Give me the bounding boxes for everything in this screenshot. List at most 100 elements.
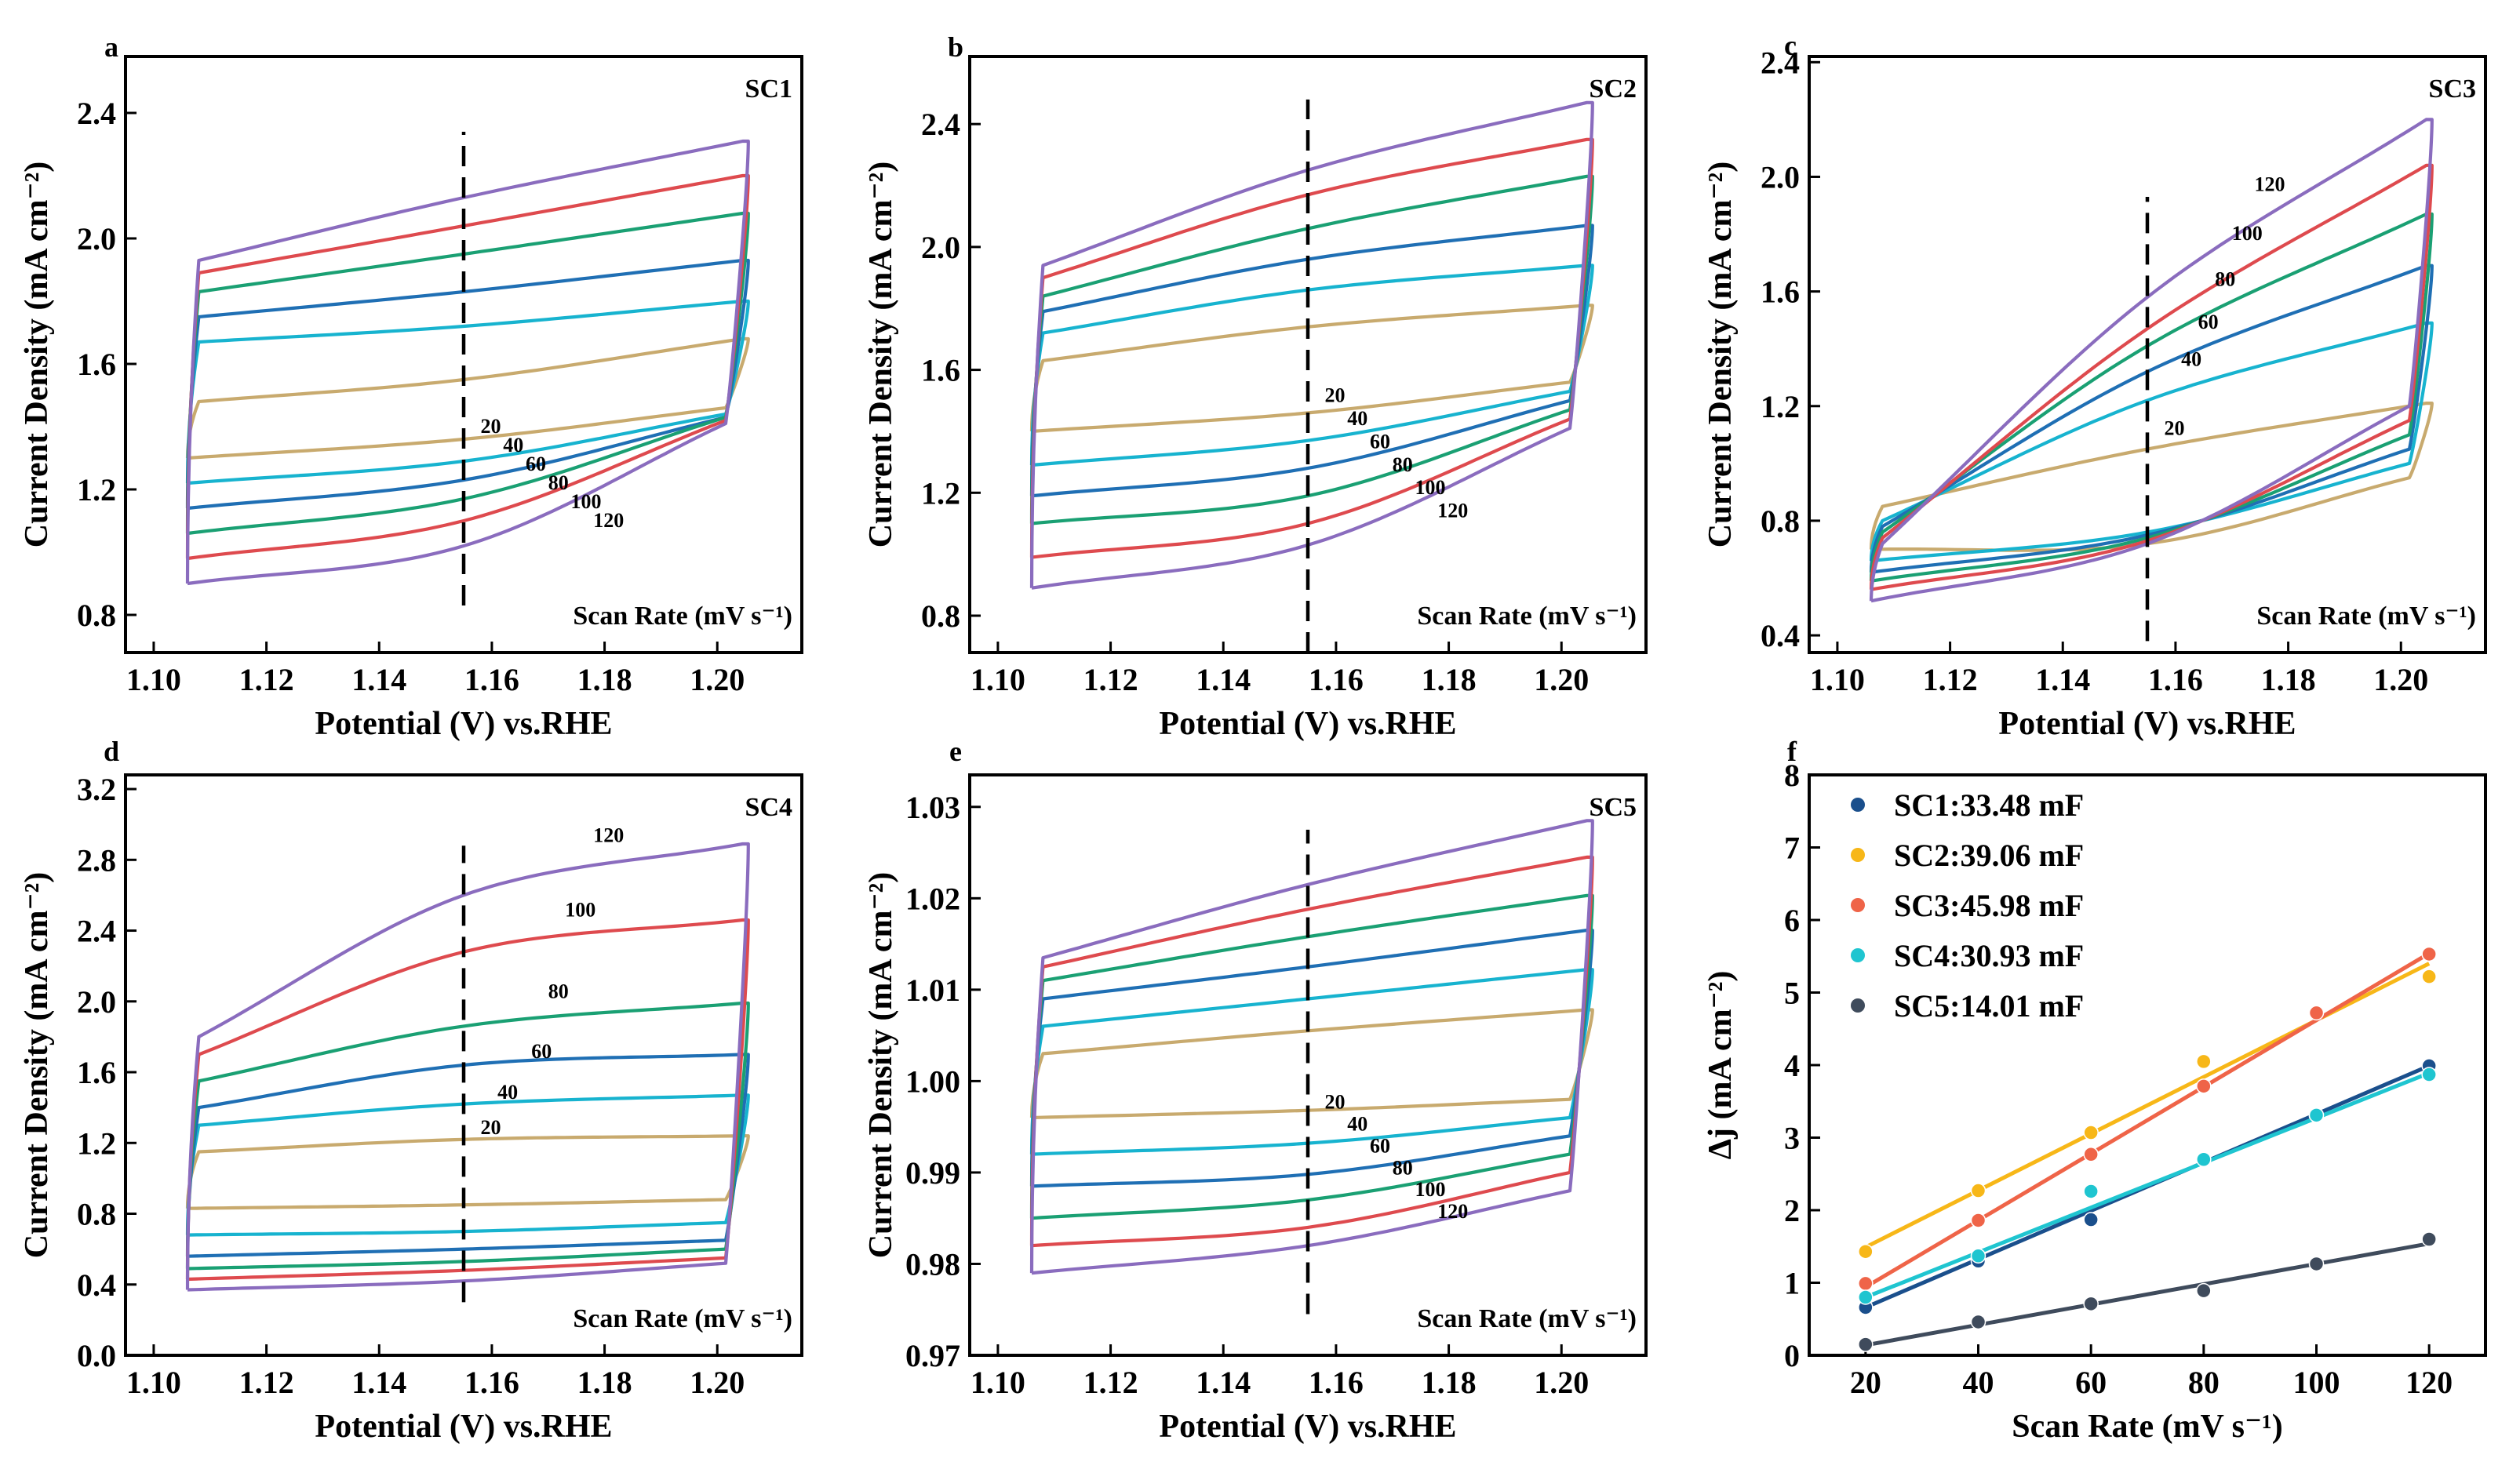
panel-letter: b bbox=[948, 31, 963, 63]
x-tick-label: 1.10 bbox=[126, 662, 181, 697]
y-tick-label: 0.0 bbox=[77, 1338, 116, 1373]
panel-letter: f bbox=[1787, 736, 1797, 767]
rate-label-120: 120 bbox=[2254, 173, 2285, 196]
y-axis-title: Current Density (mA cm⁻²) bbox=[19, 162, 55, 547]
y-tick-label: 4 bbox=[1784, 1048, 1800, 1083]
legend-marker-3 bbox=[1851, 898, 1865, 912]
y-tick-label: 0.8 bbox=[77, 1197, 116, 1232]
y-tick-label: 1.2 bbox=[77, 1125, 116, 1161]
cv-curve-120 bbox=[1029, 819, 1594, 1275]
y-tick-label: 2.0 bbox=[1761, 159, 1800, 195]
y-tick-label: 2.0 bbox=[77, 984, 116, 1020]
data-point bbox=[2083, 1212, 2099, 1227]
rate-label-60: 60 bbox=[1370, 1134, 1390, 1157]
rate-label-20: 20 bbox=[1325, 1090, 1346, 1113]
rate-label-40: 40 bbox=[2181, 348, 2201, 371]
y-tick-label: 0.98 bbox=[905, 1246, 960, 1282]
rate-label-120: 120 bbox=[593, 824, 624, 847]
data-point bbox=[2196, 1151, 2212, 1167]
x-tick-label: 1.14 bbox=[1196, 1365, 1251, 1400]
rate-label-120: 120 bbox=[1437, 1200, 1468, 1223]
fit-line-4 bbox=[1864, 1071, 2431, 1300]
panel-tag: SC2 bbox=[1590, 75, 1637, 104]
x-tick-label: 1.20 bbox=[1534, 1365, 1589, 1400]
chart-panel-e: 1.10 1.12 1.14 1.16 1.18 1.20 0.97 0.98 0.99 1.00… bbox=[863, 736, 1648, 1445]
x-tick-label: 1.18 bbox=[577, 1365, 632, 1400]
rate-label-100: 100 bbox=[1415, 1178, 1445, 1201]
y-tick-label: 3 bbox=[1784, 1121, 1800, 1156]
cv-curve-20 bbox=[1029, 1008, 1594, 1120]
chart-panel-c: 1.10 1.12 1.14 1.16 1.18 1.20 0.4 0.8 1.2 1.6 2.0 2… bbox=[1702, 30, 2487, 742]
plot-frame bbox=[124, 773, 803, 1357]
chart-panel-d: 1.10 1.12 1.14 1.16 1.18 1.20 0.0 0.4 0.8 1.2 1.6 2… bbox=[19, 736, 803, 1445]
scan-rate-label: Scan Rate (mV s⁻¹) bbox=[1417, 602, 1637, 631]
y-tick-label: 2.4 bbox=[921, 107, 960, 142]
y-axis-title: Current Density (mA cm⁻²) bbox=[863, 872, 899, 1258]
x-tick-label: 1.16 bbox=[464, 1365, 519, 1400]
rate-label-60: 60 bbox=[2198, 311, 2219, 333]
panel-tag: SC4 bbox=[745, 793, 792, 822]
y-axis-title: Current Density (mA cm⁻²) bbox=[19, 872, 55, 1258]
y-tick-label: 1.2 bbox=[77, 472, 116, 507]
legend-entry-4: SC4:30.93 mF bbox=[1894, 938, 2084, 973]
x-tick-label: 1.12 bbox=[1923, 662, 1978, 697]
x-tick-label: 20 bbox=[1850, 1365, 1881, 1400]
cv-curve-40 bbox=[1869, 321, 2434, 563]
cv-curve-60 bbox=[1029, 224, 1594, 498]
x-tick-label: 1.20 bbox=[1534, 662, 1589, 697]
plot-frame bbox=[968, 773, 1648, 1357]
cv-curve-40 bbox=[185, 1093, 750, 1237]
cv-curve-40 bbox=[185, 299, 750, 485]
scan-rate-label: Scan Rate (mV s⁻¹) bbox=[1417, 1304, 1637, 1333]
x-tick-label: 1.14 bbox=[351, 662, 406, 697]
data-point bbox=[1970, 1213, 1987, 1228]
rate-label-40: 40 bbox=[503, 434, 523, 456]
y-tick-label: 5 bbox=[1784, 976, 1800, 1011]
panel-tag: SC5 bbox=[1590, 793, 1637, 822]
x-axis-title: Potential (V) vs.RHE bbox=[1998, 706, 2296, 742]
data-point bbox=[2196, 1053, 2212, 1070]
x-tick-label: 1.10 bbox=[126, 1365, 181, 1400]
x-axis-title: Scan Rate (mV s⁻¹) bbox=[2012, 1409, 2282, 1445]
y-tick-label: 0.4 bbox=[1761, 618, 1800, 653]
cv-curve-120 bbox=[185, 139, 750, 586]
data-point bbox=[2421, 1231, 2437, 1247]
y-tick-label: 1.2 bbox=[921, 475, 960, 511]
x-axis-title: Potential (V) vs.RHE bbox=[1159, 1409, 1456, 1445]
scan-rate-label: Scan Rate (mV s⁻¹) bbox=[2256, 602, 2476, 631]
x-tick-label: 1.14 bbox=[1196, 662, 1251, 697]
rate-label-80: 80 bbox=[548, 980, 569, 1002]
x-tick-label: 60 bbox=[2075, 1365, 2107, 1400]
scan-rate-label: Scan Rate (mV s⁻¹) bbox=[573, 1304, 792, 1333]
cv-curve-20 bbox=[185, 1134, 750, 1210]
chart-panel-a: 1.10 1.12 1.14 1.16 1.18 1.20 0.8 1.2 1.6 2.0 2.4 P… bbox=[19, 31, 803, 742]
x-tick-label: 1.12 bbox=[1083, 662, 1138, 697]
panel-letter: a bbox=[104, 31, 118, 63]
x-axis-title: Potential (V) vs.RHE bbox=[315, 706, 612, 742]
y-tick-label: 0.4 bbox=[77, 1267, 116, 1303]
y-axis-title: Current Density (mA cm⁻²) bbox=[863, 162, 899, 547]
x-tick-label: 1.16 bbox=[1309, 662, 1364, 697]
cv-curve-40 bbox=[1029, 968, 1594, 1156]
y-tick-label: 0 bbox=[1784, 1338, 1800, 1373]
rate-label-120: 120 bbox=[593, 509, 624, 532]
rate-label-100: 100 bbox=[2232, 222, 2263, 245]
plot-frame bbox=[124, 55, 803, 654]
rate-label-60: 60 bbox=[531, 1040, 552, 1063]
panel-letter: d bbox=[104, 736, 119, 767]
cv-curve-60 bbox=[1869, 264, 2434, 574]
legend-entry-3: SC3:45.98 mF bbox=[1894, 888, 2084, 923]
rate-label-80: 80 bbox=[1393, 453, 1413, 476]
y-tick-label: 2 bbox=[1784, 1193, 1800, 1228]
rate-label-20: 20 bbox=[481, 415, 501, 438]
rate-label-100: 100 bbox=[570, 490, 601, 513]
y-tick-label: 0.99 bbox=[905, 1155, 960, 1191]
legend-entry-1: SC1:33.48 mF bbox=[1894, 787, 2084, 823]
x-tick-label: 1.12 bbox=[239, 1365, 294, 1400]
rate-label-40: 40 bbox=[1347, 407, 1367, 430]
panel-letter: c bbox=[1784, 30, 1797, 61]
rate-label-40: 40 bbox=[497, 1081, 518, 1104]
data-point bbox=[2196, 1078, 2212, 1094]
x-tick-label: 1.18 bbox=[577, 662, 632, 697]
